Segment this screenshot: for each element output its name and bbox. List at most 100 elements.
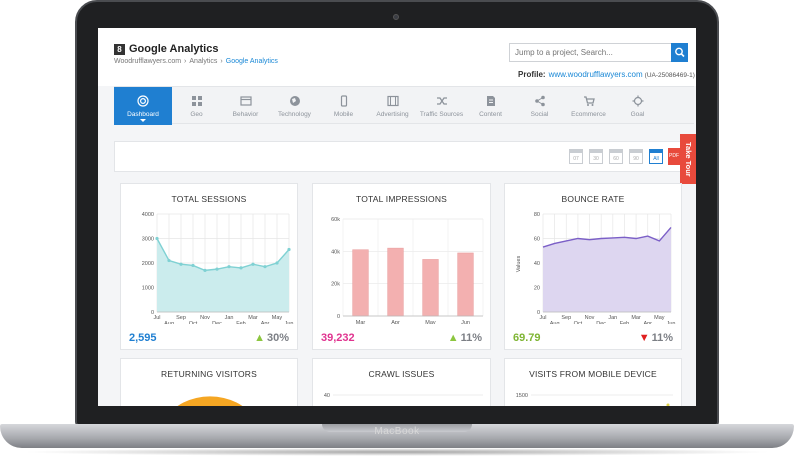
- search-button[interactable]: [671, 43, 688, 62]
- x-tick-label: Sep: [176, 315, 186, 321]
- nav-item-technology[interactable]: Technology: [270, 87, 319, 125]
- data-point: [263, 265, 267, 269]
- x-tick-label: Jun: [461, 320, 470, 324]
- y-tick-label: 3000: [142, 237, 154, 243]
- nav-item-dashboard[interactable]: Dashboard: [114, 87, 172, 125]
- x-tick-label: Nov: [585, 315, 595, 321]
- x-tick-label: Apr: [643, 321, 652, 324]
- bar: [387, 247, 404, 317]
- arrow-up-icon: ▲: [447, 332, 459, 344]
- bounce-rate-card: BOUNCE RATE 0 20 40 60 80 Jul Aug Sep Oct Nov Dec J…: [504, 183, 682, 350]
- bar: [457, 252, 474, 317]
- x-tick-label: Oct: [189, 321, 198, 324]
- search-icon: [675, 47, 685, 58]
- card-title: TOTAL SESSIONS: [171, 194, 247, 204]
- bar: [352, 249, 369, 317]
- breadcrumb-item[interactable]: Woodrufflawyers.com: [114, 58, 182, 65]
- y-tick-label: 2000: [142, 261, 154, 267]
- period-90-button[interactable]: 90: [629, 149, 643, 164]
- browser-icon: [239, 95, 252, 106]
- nav-item-traffic-sources[interactable]: Traffic Sources: [417, 87, 466, 125]
- x-tick-label: Jan: [225, 315, 234, 321]
- app-header: 8 Google Analytics Woodrufflawyers.com › A…: [98, 28, 696, 86]
- y-tick-label: 40k: [331, 249, 340, 255]
- nav-item-goal[interactable]: Goal: [613, 87, 662, 125]
- x-tick-label: Jul: [539, 315, 546, 321]
- nav-item-geo[interactable]: Geo: [172, 87, 221, 125]
- profile-id: (UA-25086469-1): [644, 72, 695, 79]
- shuffle-icon: [436, 96, 447, 105]
- breadcrumb-item[interactable]: Analytics: [189, 58, 218, 65]
- profile-url[interactable]: www.woodrufflawyers.com: [548, 70, 643, 79]
- data-point: [167, 258, 171, 263]
- returning-visitors-donut: [177, 396, 243, 406]
- x-tick-label: Dec: [212, 321, 222, 324]
- nav-item-label: Geo: [190, 110, 203, 118]
- x-tick-label: Aug: [550, 321, 560, 324]
- laptop-notch: [322, 424, 472, 432]
- nav-item-label: Mobile: [333, 110, 354, 118]
- data-point: [203, 268, 207, 272]
- y-tick-label: 0: [337, 314, 340, 320]
- app-logo-icon: 8: [114, 44, 125, 55]
- sessions-change-value: 30%: [266, 332, 289, 344]
- breadcrumb: Woodrufflawyers.com › Analytics › Google Ana…: [114, 58, 278, 65]
- x-tick-label: Jan: [608, 315, 617, 321]
- period-30-button[interactable]: 30: [589, 149, 603, 164]
- x-tick-label: Mar: [631, 315, 641, 321]
- sessions-chart: 0 1000 2000 3000 4000 Jul AugSepOctNovDecJanFe…: [142, 212, 294, 324]
- y-tick-label: 20k: [331, 282, 340, 288]
- take-tour-button[interactable]: Take Tour: [680, 134, 696, 184]
- nav-item-advertising[interactable]: Advertising: [368, 87, 417, 125]
- cart-icon: [583, 95, 595, 106]
- period-60-button[interactable]: 60: [609, 149, 623, 164]
- pdf-icon[interactable]: PDF: [668, 148, 680, 165]
- breadcrumb-separator-icon: ›: [184, 58, 187, 65]
- x-tick-label: Nov: [200, 315, 210, 321]
- sessions-stat: 2,595: [129, 332, 157, 344]
- breadcrumb-item-current[interactable]: Google Analytics: [225, 58, 278, 65]
- impressions-change: ▲ 11%: [448, 332, 482, 344]
- x-tick-label: Apr: [391, 320, 400, 324]
- main-nav: Dashboard Geo Behavior Technology Mobile Adve…: [114, 86, 694, 125]
- nav-item-label: Content: [479, 110, 502, 118]
- card-title: RETURNING VISITORS: [160, 369, 257, 379]
- x-tick-label: Jul: [153, 315, 160, 321]
- period-all-button[interactable]: All: [649, 149, 663, 164]
- impressions-stat: 39,232: [321, 332, 355, 344]
- y-tick-label: 60k: [331, 217, 340, 223]
- y-axis-label: Values: [516, 256, 522, 273]
- nav-item-label: Behavior: [232, 110, 259, 118]
- data-point: [191, 263, 195, 268]
- card-title: TOTAL IMPRESSIONS: [355, 194, 448, 204]
- mobile-icon: [340, 94, 347, 107]
- nav-item-mobile[interactable]: Mobile: [319, 87, 368, 125]
- total-sessions-card: TOTAL SESSIONS 0 1000 2000 3000 4000 Jul Aug Se…: [120, 183, 298, 350]
- total-impressions-card: TOTAL IMPRESSIONS 0 20k 40k 60k Mar Apr May Jun…: [312, 183, 491, 350]
- nav-item-ecommerce[interactable]: Ecommerce: [564, 87, 613, 125]
- nav-item-label: Goal: [630, 110, 645, 118]
- x-tick-label: Feb: [620, 321, 629, 324]
- search-input[interactable]: [509, 43, 672, 62]
- y-tick-label: 1000: [142, 286, 154, 292]
- data-point: [155, 236, 159, 241]
- card-title: CRAWL ISSUES: [368, 369, 435, 379]
- card-title: VISITS FROM MOBILE DEVICE: [529, 369, 657, 379]
- nav-item-social[interactable]: Social: [515, 87, 564, 125]
- crosshair-icon: [632, 95, 643, 106]
- card-title: BOUNCE RATE: [561, 194, 625, 204]
- nav-item-label: Traffic Sources: [419, 110, 464, 118]
- y-tick-label: 4000: [142, 212, 154, 218]
- dashboard-icon: [137, 94, 149, 107]
- profile-info: Profile: www.woodrufflawyers.com (UA-25086…: [518, 70, 695, 79]
- mobile-visits-card: VISITS FROM MOBILE DEVICE 1500: [504, 358, 682, 406]
- x-tick-label: Feb: [236, 321, 245, 324]
- period-07-button[interactable]: 07: [569, 149, 583, 164]
- donut-segment: [177, 396, 243, 406]
- nav-item-behavior[interactable]: Behavior: [221, 87, 270, 125]
- data-point: [215, 267, 219, 271]
- laptop-brand: MacBook: [374, 426, 420, 437]
- nav-item-content[interactable]: Content: [466, 87, 515, 125]
- data-point: [287, 247, 291, 252]
- breadcrumb-separator-icon: ›: [220, 58, 223, 65]
